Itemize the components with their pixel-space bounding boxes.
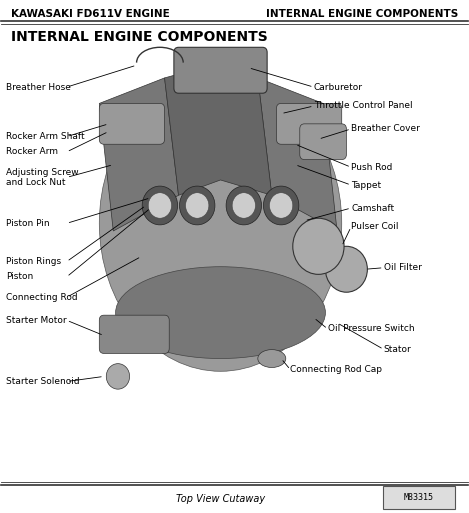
Polygon shape: [165, 63, 272, 195]
FancyBboxPatch shape: [276, 104, 342, 144]
Text: Stator: Stator: [384, 345, 411, 354]
FancyBboxPatch shape: [99, 104, 165, 144]
Text: Breather Hose: Breather Hose: [6, 83, 71, 92]
Text: Carburetor: Carburetor: [314, 83, 363, 92]
Text: Rocker Arm Shaft: Rocker Arm Shaft: [6, 132, 85, 141]
FancyBboxPatch shape: [99, 315, 169, 353]
Text: M83315: M83315: [404, 493, 434, 502]
Circle shape: [293, 218, 344, 274]
FancyBboxPatch shape: [300, 124, 347, 160]
Text: Connecting Rod: Connecting Rod: [6, 293, 78, 302]
Polygon shape: [99, 78, 179, 231]
Circle shape: [186, 193, 209, 218]
Text: Breather Cover: Breather Cover: [351, 125, 420, 133]
Ellipse shape: [99, 75, 342, 371]
Circle shape: [142, 186, 178, 225]
Ellipse shape: [258, 350, 286, 367]
Circle shape: [180, 186, 215, 225]
Text: INTERNAL ENGINE COMPONENTS: INTERNAL ENGINE COMPONENTS: [11, 30, 267, 44]
Circle shape: [270, 193, 293, 218]
Circle shape: [148, 193, 172, 218]
Text: Piston Pin: Piston Pin: [6, 219, 50, 228]
Text: Piston: Piston: [6, 272, 33, 282]
FancyBboxPatch shape: [383, 486, 454, 508]
Text: Starter Motor: Starter Motor: [6, 316, 67, 325]
Circle shape: [232, 193, 256, 218]
Text: Rocker Arm: Rocker Arm: [6, 147, 58, 156]
Text: Connecting Rod Cap: Connecting Rod Cap: [290, 365, 382, 374]
Text: Oil Filter: Oil Filter: [384, 263, 422, 272]
Text: Top View Cutaway: Top View Cutaway: [176, 494, 265, 504]
Text: Oil Pressure Switch: Oil Pressure Switch: [328, 324, 415, 333]
Polygon shape: [258, 78, 337, 231]
Text: INTERNAL ENGINE COMPONENTS: INTERNAL ENGINE COMPONENTS: [266, 9, 458, 19]
Text: Tappet: Tappet: [351, 181, 381, 190]
Text: Adjusting Screw
and Lock Nut: Adjusting Screw and Lock Nut: [6, 168, 79, 187]
Text: Push Rod: Push Rod: [351, 163, 393, 172]
Text: Piston Rings: Piston Rings: [6, 257, 61, 266]
Circle shape: [264, 186, 299, 225]
Text: Camshaft: Camshaft: [351, 204, 394, 212]
Text: Pulser Coil: Pulser Coil: [351, 223, 399, 231]
FancyBboxPatch shape: [174, 47, 267, 93]
Circle shape: [106, 364, 129, 389]
Circle shape: [325, 246, 367, 292]
Text: KAWASAKI FD611V ENGINE: KAWASAKI FD611V ENGINE: [11, 9, 169, 19]
Circle shape: [226, 186, 262, 225]
Text: Throttle Control Panel: Throttle Control Panel: [314, 102, 412, 110]
Ellipse shape: [116, 267, 325, 359]
Text: Starter Solenoid: Starter Solenoid: [6, 377, 80, 386]
